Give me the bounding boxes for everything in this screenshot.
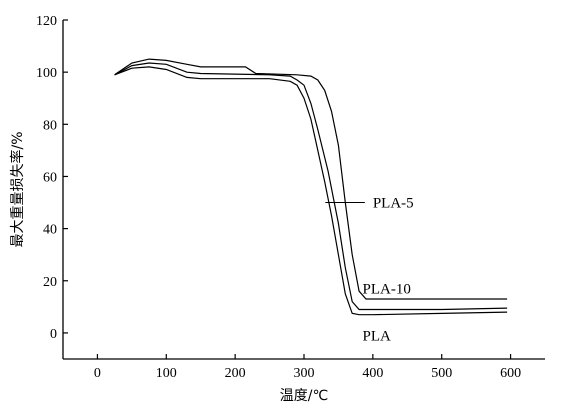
- series-line-pla-10: [114, 62, 508, 311]
- x-tick-label: 600: [500, 366, 521, 381]
- annotation-label: PLA: [363, 329, 392, 345]
- y-tick-label: 60: [43, 170, 57, 185]
- y-axis-label: 最大重量损失率/%: [9, 131, 26, 247]
- x-tick-label: 100: [156, 366, 177, 381]
- y-tick-label: 80: [43, 118, 57, 133]
- y-tick-label: 0: [50, 327, 57, 342]
- series-lines: [114, 58, 508, 316]
- annotation-label: PLA-5: [373, 196, 414, 212]
- y-ticks: 0 20 40 60 80 100 120: [36, 14, 68, 342]
- annotations: PLA-5 PLA-10 PLA: [325, 196, 414, 345]
- x-ticks: 0 100 200 300 400 500 600: [94, 354, 521, 381]
- annotation-label: PLA-10: [363, 282, 411, 298]
- x-tick-label: 200: [225, 366, 246, 381]
- x-tick-label: 500: [431, 366, 452, 381]
- x-tick-label: 300: [294, 366, 315, 381]
- x-tick-label: 0: [94, 366, 101, 381]
- y-tick-label: 20: [43, 275, 57, 290]
- x-axis-label: 温度/℃: [280, 388, 328, 404]
- axes: [62, 20, 545, 360]
- y-tick-label: 120: [36, 14, 57, 29]
- y-tick-label: 40: [43, 223, 57, 238]
- x-tick-label: 400: [362, 366, 383, 381]
- series-line-pla: [114, 66, 508, 316]
- series-line-pla-5: [114, 58, 508, 300]
- y-tick-label: 100: [36, 66, 57, 81]
